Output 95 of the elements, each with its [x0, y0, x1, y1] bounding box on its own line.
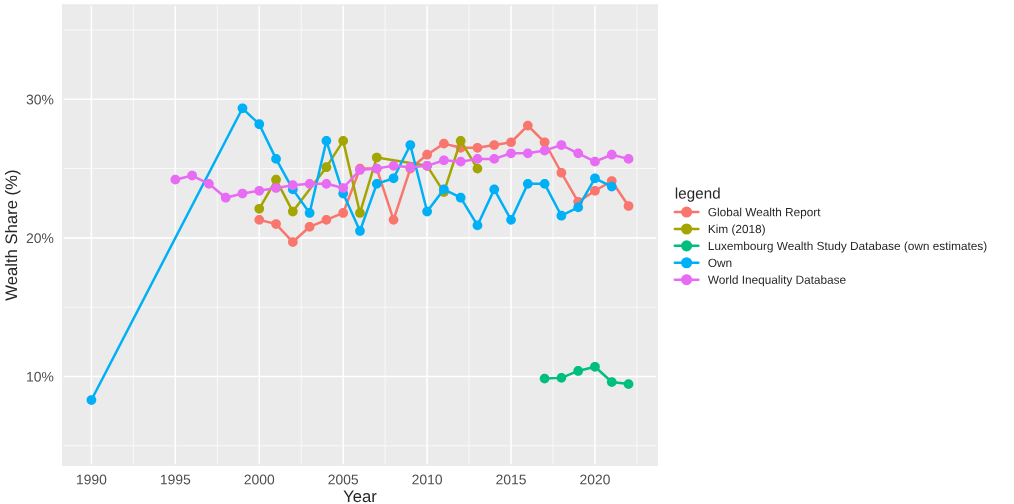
point: [489, 184, 500, 195]
legend-label: Luxembourg Wealth Study Database (own estimates): [708, 241, 987, 253]
point: [522, 148, 533, 159]
point: [187, 170, 197, 181]
point: [556, 373, 567, 383]
point: [506, 137, 516, 148]
point: [455, 192, 466, 203]
y-axis-title: Wealth Share (%): [4, 170, 21, 301]
point: [590, 173, 600, 184]
point: [287, 206, 298, 217]
point: [355, 226, 365, 236]
point: [371, 152, 382, 163]
legend-label: Global Wealth Report: [708, 207, 821, 219]
point: [304, 208, 315, 218]
point: [472, 220, 483, 231]
point: [388, 173, 399, 184]
point: [405, 140, 416, 150]
point: [287, 237, 298, 247]
x-tick-label: 1995: [160, 474, 191, 485]
point: [606, 181, 617, 192]
point: [556, 210, 567, 221]
legend-label: Own: [708, 258, 732, 268]
point: [170, 174, 181, 185]
point: [254, 119, 265, 130]
legend-label: Kim (2018): [708, 224, 765, 236]
point: [355, 208, 365, 218]
point: [506, 148, 516, 159]
y-tick-label: 20%: [26, 233, 54, 244]
point: [220, 192, 231, 203]
x-tick-label: 2010: [412, 474, 443, 485]
point: [271, 174, 281, 185]
point: [489, 154, 500, 164]
point: [204, 178, 214, 189]
point: [606, 149, 617, 160]
point: [472, 163, 483, 174]
point: [422, 206, 432, 217]
point: [422, 149, 432, 160]
point: [606, 377, 617, 387]
point: [556, 167, 567, 178]
point: [321, 162, 332, 173]
x-tick-label: 2015: [496, 474, 526, 485]
point: [321, 215, 332, 225]
point: [388, 215, 399, 225]
point: [338, 208, 349, 218]
point: [590, 156, 600, 167]
point: [321, 178, 332, 189]
point: [254, 203, 265, 214]
point: [321, 136, 332, 146]
x-tick-label: 2020: [580, 474, 610, 485]
point: [388, 160, 399, 171]
x-tick-label: 2005: [328, 474, 359, 485]
point: [271, 154, 281, 164]
point: [439, 155, 449, 166]
point: [590, 185, 600, 196]
point: [254, 215, 265, 225]
point: [287, 180, 298, 191]
point: [623, 154, 634, 164]
point: [254, 185, 265, 196]
point: [371, 178, 382, 189]
point: [539, 145, 550, 156]
point: [556, 140, 567, 150]
point: [573, 148, 584, 159]
legend-title: legend: [675, 187, 720, 202]
point: [489, 140, 500, 150]
point: [237, 103, 248, 114]
point: [539, 178, 550, 189]
y-tick-label: 30%: [26, 94, 54, 105]
y-tick-label: 10%: [27, 371, 54, 382]
point: [439, 138, 449, 149]
point: [539, 137, 550, 148]
legend-label: World Inequality Database: [707, 275, 846, 287]
x-tick-label: 2000: [244, 474, 275, 485]
x-axis-title: Year: [343, 490, 377, 503]
point: [338, 136, 349, 146]
point: [472, 142, 483, 153]
point: [623, 201, 634, 211]
point: [455, 136, 466, 146]
point: [573, 202, 584, 213]
point: [455, 156, 466, 167]
point: [304, 221, 315, 232]
point: [539, 373, 550, 384]
point: [304, 178, 315, 189]
point: [522, 178, 533, 189]
x-tick-label: 1990: [77, 474, 107, 485]
point: [338, 183, 349, 193]
point: [472, 154, 483, 164]
point: [271, 219, 281, 229]
point: [237, 188, 248, 199]
point: [506, 215, 516, 225]
point: [623, 379, 634, 389]
point: [271, 183, 281, 193]
point: [573, 366, 584, 376]
point: [86, 395, 97, 405]
point: [590, 361, 600, 372]
point: [522, 120, 533, 131]
